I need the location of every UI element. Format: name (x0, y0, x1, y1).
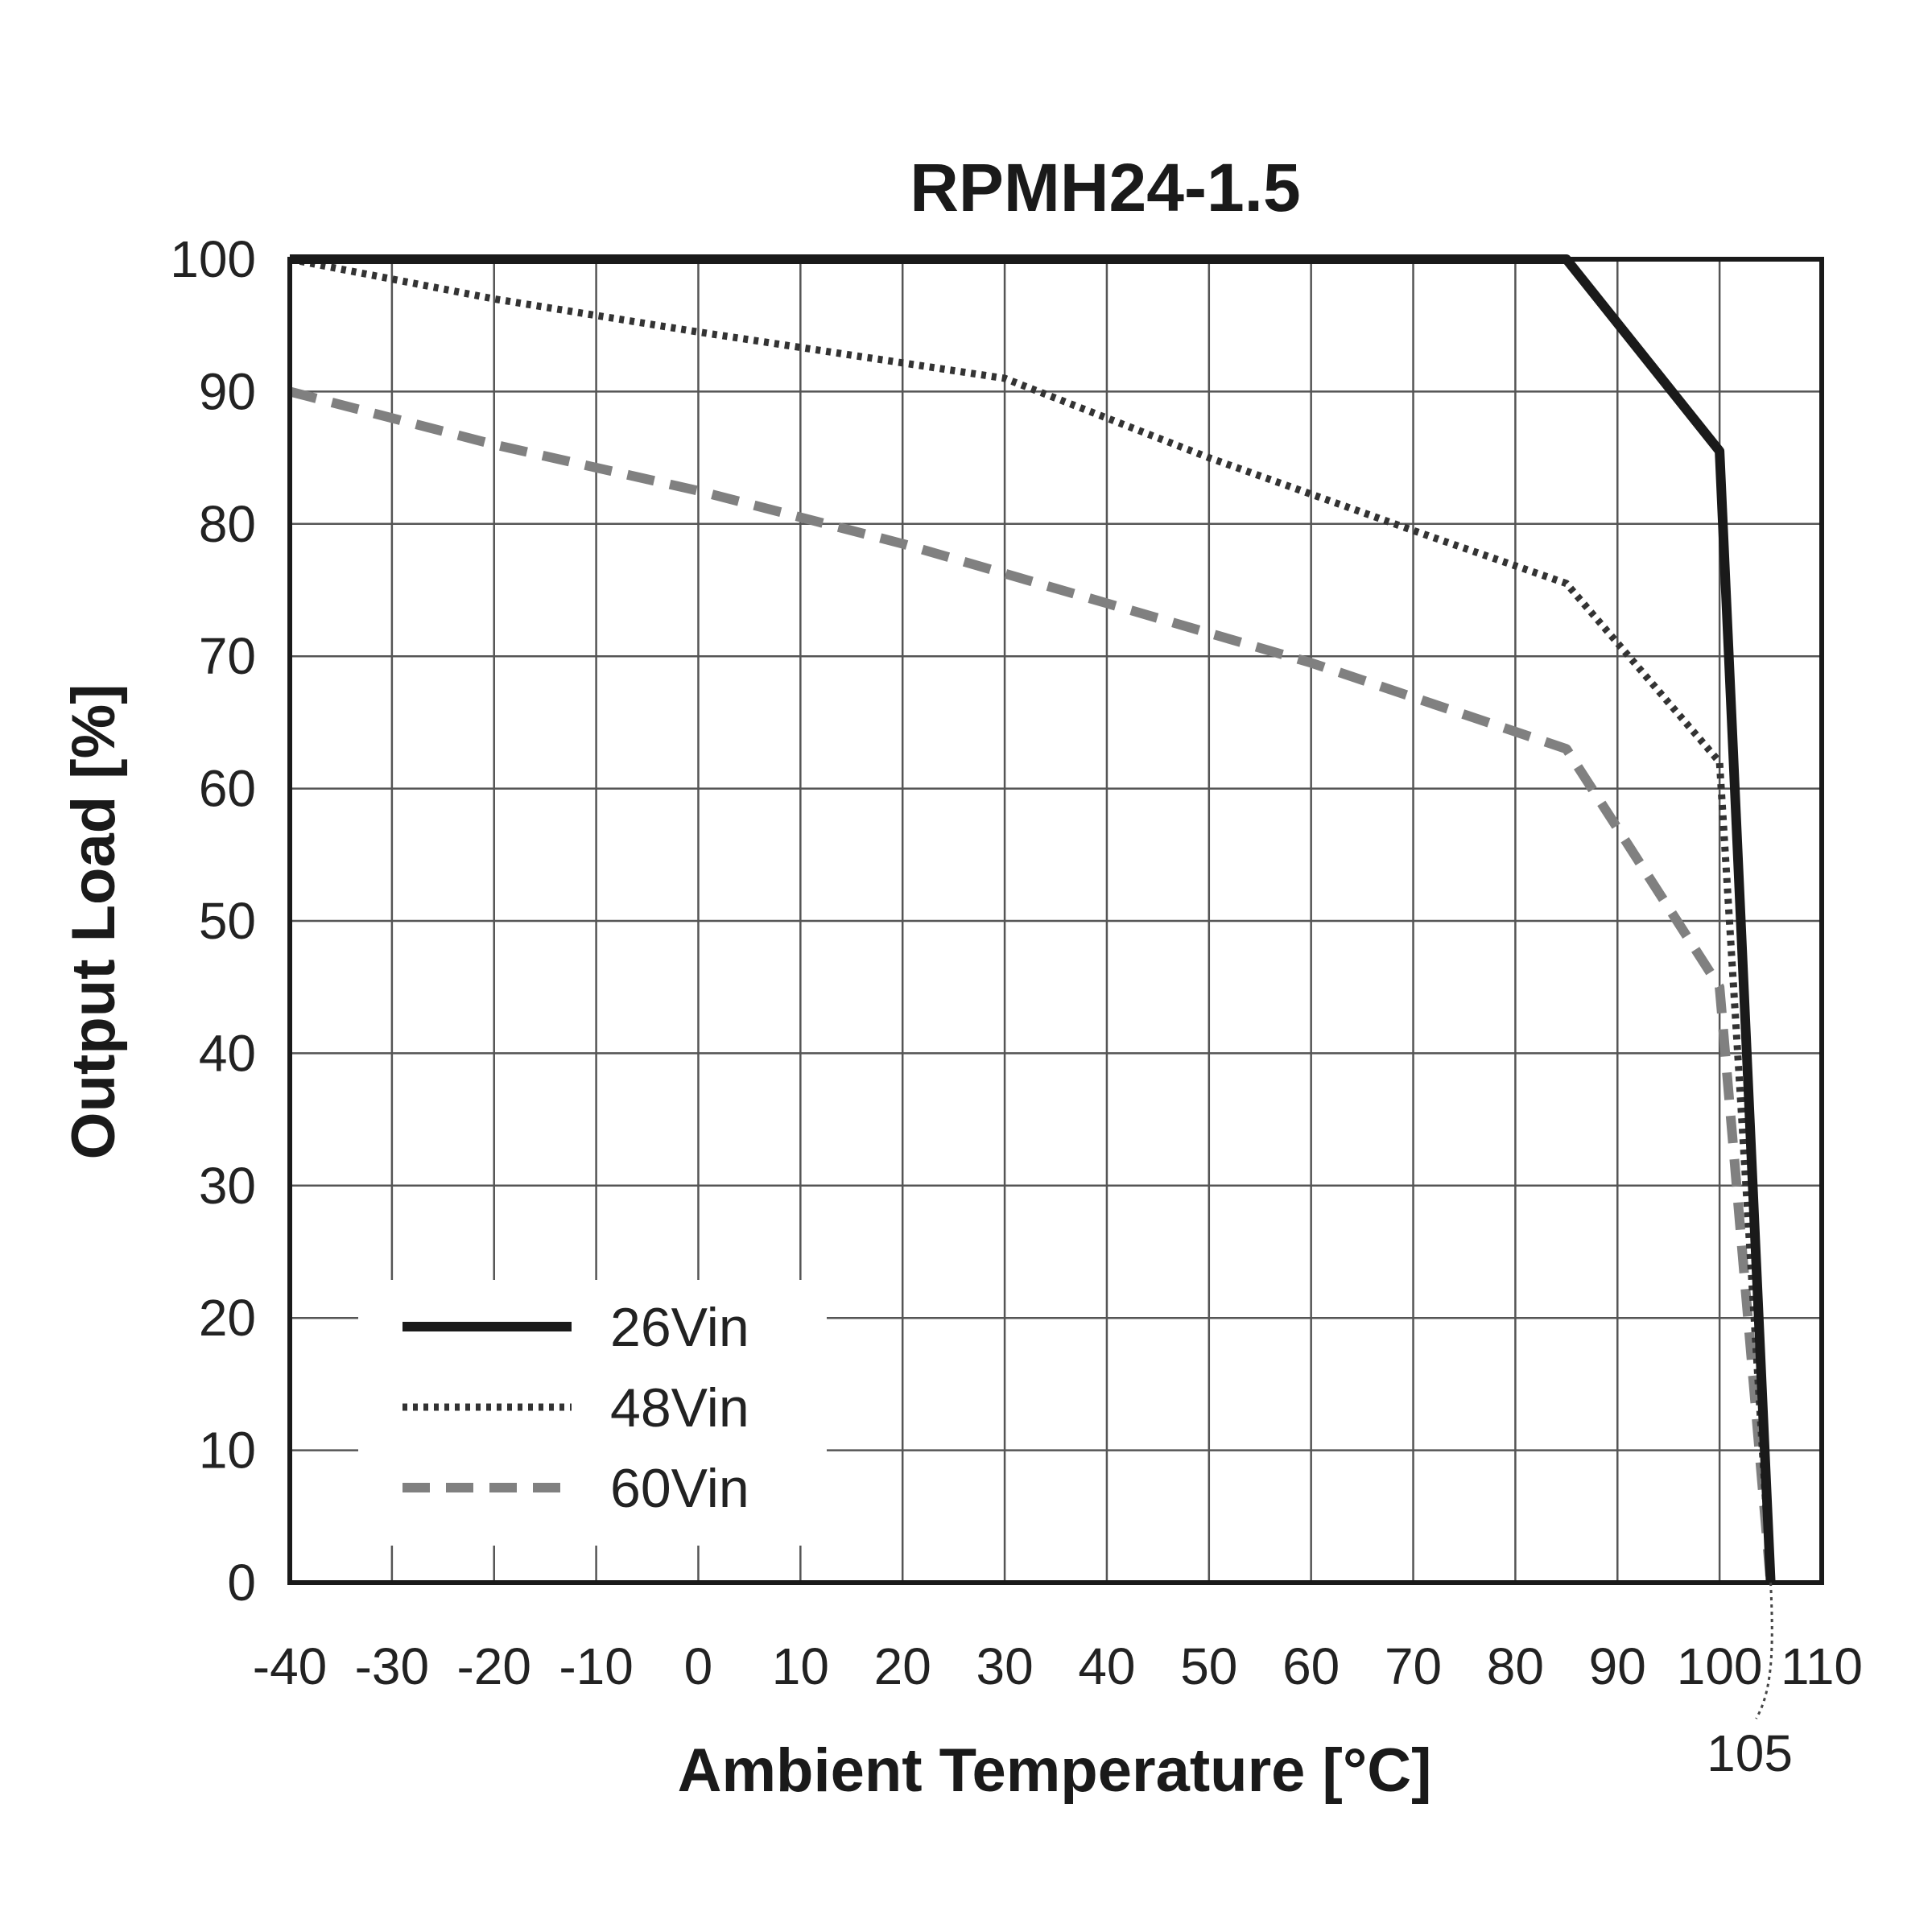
series-line-48Vin (289, 255, 1775, 1583)
y-tick-label: 80 (199, 495, 256, 553)
x-tick-label: -30 (355, 1637, 430, 1695)
x-tick-label: 0 (684, 1637, 713, 1695)
chart-title: RPMH24-1.5 (910, 150, 1301, 225)
series-line-60Vin (288, 386, 1776, 1583)
legend-label-60Vin: 60Vin (610, 1458, 749, 1519)
y-tick-label: 100 (170, 230, 256, 288)
x-tick-label: 70 (1385, 1637, 1442, 1695)
x-tick-label: 80 (1487, 1637, 1544, 1695)
annotations: 105 (1707, 1582, 1793, 1782)
y-tick-label: 10 (199, 1422, 256, 1480)
y-tick-label: 90 (199, 362, 256, 420)
x-tick-label: -10 (559, 1637, 634, 1695)
x-tick-label: 30 (976, 1637, 1033, 1695)
x-axis-label: Ambient Temperature [°C] (678, 1736, 1432, 1805)
legend-label-48Vin: 48Vin (610, 1377, 749, 1439)
x-tick-label: 20 (874, 1637, 931, 1695)
y-tick-label: 60 (199, 760, 256, 818)
legend: 26Vin 48Vin 60Vin (402, 1297, 749, 1519)
x-tick-label: -20 (456, 1637, 531, 1695)
y-tick-label: 70 (199, 627, 256, 685)
annotation-leader-line (1755, 1582, 1773, 1719)
x-tick-label: 50 (1180, 1637, 1237, 1695)
grid (288, 258, 1823, 1584)
x-tick-label: 110 (1781, 1637, 1863, 1695)
plot-frame (287, 257, 1824, 1585)
x-tick-label: 60 (1282, 1637, 1340, 1695)
y-tick-label: 20 (199, 1289, 256, 1347)
x-tick-label: 100 (1677, 1637, 1763, 1695)
y-tick-label: 0 (227, 1554, 256, 1612)
x-tick-label: 10 (772, 1637, 829, 1695)
x-tick-label: 90 (1589, 1637, 1646, 1695)
annotation-label: 105 (1707, 1724, 1793, 1782)
y-axis-label: Output Load [%] (60, 684, 128, 1160)
y-tick-label: 40 (199, 1024, 256, 1082)
x-tick-label: -40 (253, 1637, 328, 1695)
tick-labels: -40 -30 -20 -10 0 10 20 30 40 50 60 70 80 90 100 110 0 10… (170, 230, 1863, 1695)
y-tick-label: 30 (199, 1157, 256, 1215)
legend-box (358, 1280, 827, 1546)
legend-background (358, 1280, 827, 1546)
x-tick-label: 40 (1078, 1637, 1135, 1695)
y-tick-label: 50 (199, 892, 256, 950)
legend-label-26Vin: 26Vin (610, 1297, 749, 1358)
